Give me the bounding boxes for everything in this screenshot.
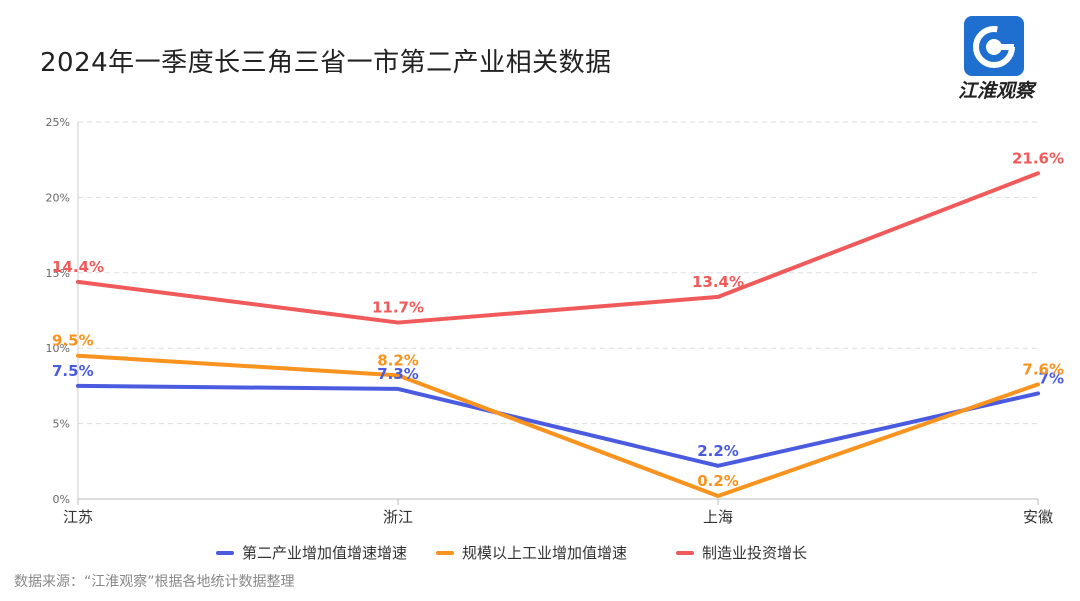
data-label: 7.3% [377, 365, 419, 383]
legend-label-2: 规模以上工业增加值增速 [462, 544, 627, 562]
series-line-3 [76, 171, 1040, 325]
y-tick-label: 5% [53, 418, 70, 431]
y-tick-label: 0% [53, 493, 70, 506]
data-label: 8.2% [377, 351, 419, 369]
data-label: 7% [1039, 369, 1064, 387]
y-tick-label: 15% [46, 267, 70, 280]
y-tick-label: 20% [46, 191, 70, 204]
data-label: 7.6% [1022, 360, 1064, 378]
series-line-2 [76, 353, 1040, 498]
data-source-note: 数据来源：“江淮观察”根据各地统计数据整理 [14, 574, 295, 590]
data-label: 7.5% [52, 362, 94, 380]
data-label: 2.2% [697, 442, 739, 460]
data-label: 9.5% [52, 332, 94, 350]
legend-label-3: 制造业投资增长 [702, 544, 807, 562]
x-tick-label: 安徽 [1023, 508, 1053, 526]
chart-title: 2024年一季度长三角三省一市第二产业相关数据 [40, 48, 612, 78]
data-label: 11.7% [372, 299, 424, 317]
data-label: 14.4% [52, 258, 104, 276]
legend-label-1: 第二产业增加值增速增速 [242, 544, 407, 562]
x-tick-label: 上海 [703, 508, 733, 526]
data-label: 13.4% [692, 273, 744, 291]
brand-logo-icon [964, 16, 1024, 76]
y-tick-label: 10% [46, 342, 70, 355]
data-label: 21.6% [1012, 149, 1064, 167]
x-tick-label: 浙江 [383, 508, 413, 526]
brand-name: 江淮观察 [957, 80, 1034, 102]
series-line-1 [76, 383, 1040, 468]
y-tick-label: 25% [46, 116, 70, 129]
x-tick-label: 江苏 [63, 508, 93, 526]
data-label: 0.2% [697, 472, 739, 490]
